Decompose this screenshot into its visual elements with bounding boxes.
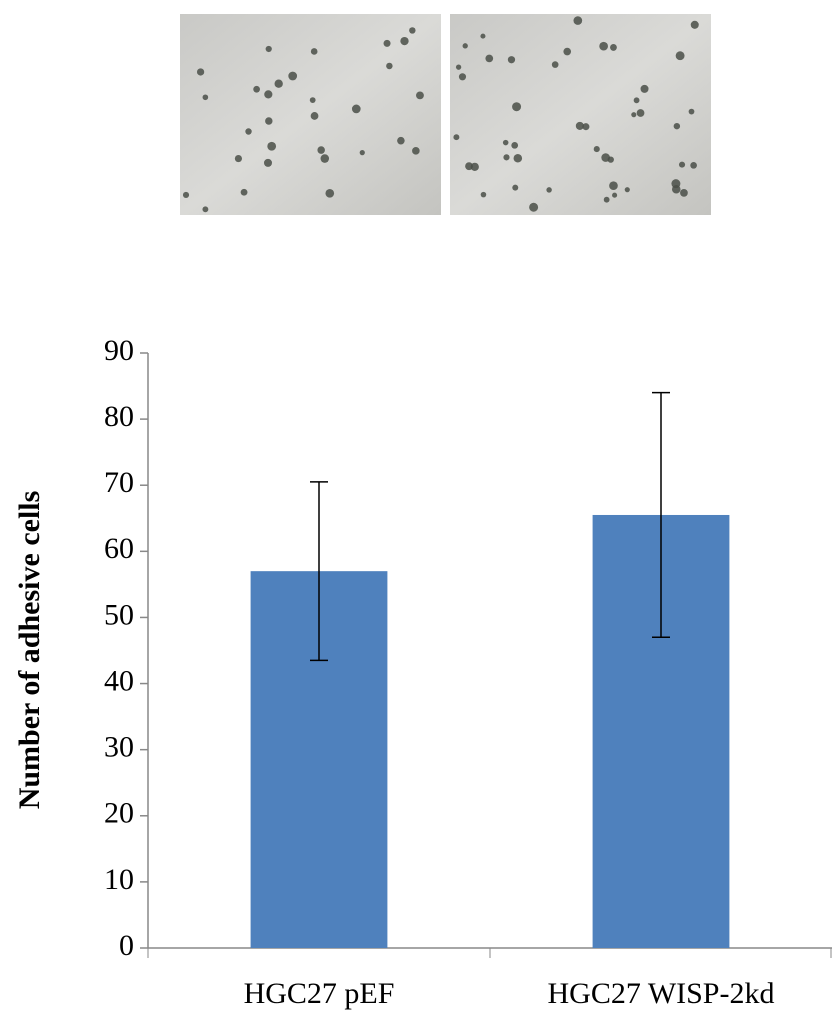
cell-dot bbox=[678, 161, 686, 168]
cell-dot bbox=[690, 161, 697, 169]
cell-dot bbox=[267, 141, 277, 151]
x-tick-label: HGC27 pEF bbox=[244, 977, 395, 1010]
cell-dot bbox=[624, 187, 630, 193]
cell-dot bbox=[603, 196, 610, 203]
cell-dot bbox=[671, 179, 681, 189]
cell-dot bbox=[673, 122, 681, 130]
micrographs bbox=[180, 14, 711, 215]
cell-dot bbox=[202, 94, 209, 101]
y-tick-label: 50 bbox=[104, 598, 134, 631]
cell-dot bbox=[400, 36, 409, 46]
cell-dot bbox=[502, 139, 509, 146]
cell-dot bbox=[196, 68, 205, 76]
cell-dot bbox=[182, 191, 190, 199]
cell-dot bbox=[263, 158, 273, 167]
cell-dot bbox=[202, 206, 209, 213]
cell-dot bbox=[480, 33, 486, 39]
cell-dot bbox=[310, 48, 318, 55]
cell-dot bbox=[593, 146, 600, 153]
cell-dot bbox=[507, 56, 516, 64]
cell-dot bbox=[551, 61, 559, 68]
cell-dot bbox=[546, 187, 552, 193]
cell-dot bbox=[245, 128, 252, 135]
y-tick-label: 40 bbox=[104, 664, 134, 697]
y-tick-label: 60 bbox=[104, 532, 134, 565]
y-tick-label: 20 bbox=[104, 797, 134, 830]
cell-dot bbox=[412, 147, 420, 155]
cell-dot bbox=[234, 155, 242, 163]
cell-dot bbox=[240, 188, 248, 196]
y-tick-label: 0 bbox=[119, 929, 134, 962]
cell-dot bbox=[513, 153, 523, 163]
cell-dot bbox=[512, 184, 519, 191]
cell-dot bbox=[610, 43, 617, 51]
cell-dot bbox=[310, 112, 319, 120]
cell-dot bbox=[575, 121, 584, 130]
cell-dot bbox=[480, 191, 487, 198]
y-tick-label: 30 bbox=[104, 731, 134, 764]
cell-dot bbox=[453, 134, 460, 141]
cell-dot bbox=[386, 62, 393, 70]
cell-dot bbox=[690, 20, 699, 29]
cell-dot bbox=[636, 109, 645, 117]
cell-dot bbox=[397, 136, 405, 145]
cell-dot bbox=[599, 41, 608, 51]
y-tick-label: 80 bbox=[104, 400, 134, 433]
y-tick-label: 10 bbox=[104, 863, 134, 896]
cell-dot bbox=[503, 154, 510, 161]
micrograph-left bbox=[180, 14, 441, 215]
cell-dot bbox=[680, 189, 688, 197]
cell-dot bbox=[309, 97, 316, 103]
cell-dot bbox=[512, 102, 522, 112]
cell-dot bbox=[325, 188, 335, 198]
cell-dot bbox=[462, 43, 468, 49]
cell-dot bbox=[253, 85, 260, 93]
cell-dot bbox=[320, 154, 330, 163]
cell-dot bbox=[511, 141, 519, 149]
cell-dot bbox=[455, 64, 462, 70]
cell-dot bbox=[582, 123, 590, 131]
cell-dot bbox=[640, 84, 649, 93]
cell-dot bbox=[317, 146, 325, 154]
cell-dot bbox=[633, 97, 640, 104]
cell-dot bbox=[688, 108, 695, 115]
cell-dot bbox=[529, 202, 539, 212]
cell-dot bbox=[265, 117, 273, 125]
cell-dot bbox=[265, 45, 272, 53]
y-tick-label: 70 bbox=[104, 466, 134, 499]
cell-dot bbox=[470, 162, 479, 171]
cell-dot bbox=[264, 90, 273, 99]
cell-dot bbox=[409, 27, 416, 34]
cell-dot bbox=[485, 54, 494, 63]
cell-dot bbox=[601, 153, 610, 162]
cell-dot bbox=[359, 150, 365, 156]
micrograph-right bbox=[450, 14, 711, 215]
cell-dot bbox=[573, 16, 583, 25]
cell-dot bbox=[612, 192, 618, 198]
cell-dot bbox=[631, 112, 637, 118]
cell-dot bbox=[563, 47, 572, 56]
cell-dot bbox=[351, 104, 361, 114]
cell-dot bbox=[383, 39, 391, 47]
x-tick-label: HGC27 WISP-2kd bbox=[548, 977, 775, 1010]
cell-dot bbox=[675, 51, 685, 61]
cell-dot bbox=[274, 79, 283, 88]
cell-dot bbox=[288, 71, 298, 81]
cell-dot bbox=[416, 91, 424, 100]
cell-dot bbox=[609, 181, 618, 191]
y-axis-label: Number of adhesive cells bbox=[13, 491, 46, 810]
y-tick-label: 90 bbox=[104, 334, 134, 367]
cell-dot bbox=[458, 73, 467, 81]
